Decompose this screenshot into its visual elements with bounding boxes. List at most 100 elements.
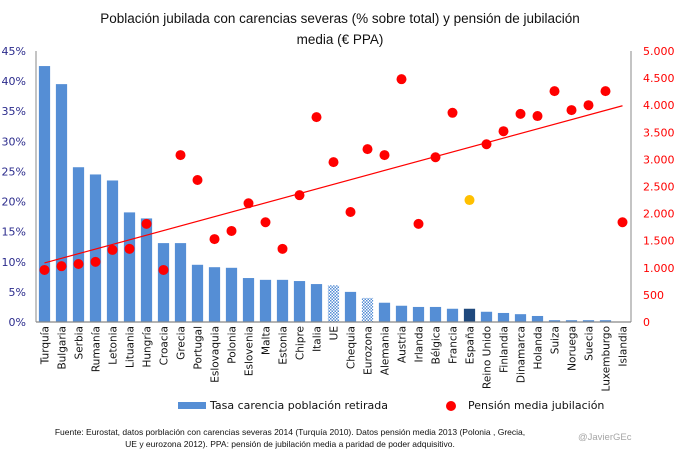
pension-dot-islandia <box>617 217 628 228</box>
legend-item-dots: Pensión media jubilación <box>446 399 604 412</box>
left-tick-label: 10% <box>2 256 26 269</box>
bar-bélgica <box>429 306 442 322</box>
pension-dot-lituania <box>124 243 135 254</box>
category-label: Italia <box>312 326 324 352</box>
pension-dot-turquía <box>39 264 50 275</box>
legend-bar-swatch <box>178 402 206 409</box>
category-label: Lituania <box>125 326 137 368</box>
chart-title: Población jubilada con carencias severas… <box>60 8 620 50</box>
left-tick-label: 20% <box>2 196 26 209</box>
category-label: Portugal <box>193 326 205 370</box>
pension-dot-estonia <box>277 243 288 254</box>
right-tick-label: 500 <box>643 289 664 302</box>
right-tick-label: 1.500 <box>643 235 675 248</box>
category-label: Serbia <box>74 326 86 359</box>
pension-dot-italia <box>311 112 322 123</box>
bar-ue <box>327 285 340 322</box>
category-label: Bélgica <box>431 326 443 364</box>
bar-holanda <box>531 315 544 322</box>
category-label: Croacia <box>159 326 171 365</box>
category-label: Eurozona <box>363 326 375 375</box>
pension-dot-letonia <box>107 244 118 255</box>
legend-item-bars: Tasa carencia población retirada <box>178 399 388 412</box>
pension-dot-luxemburgo <box>600 86 611 97</box>
pension-dot-eslovaquia <box>209 234 220 245</box>
category-label: Bulgaria <box>57 326 69 370</box>
category-label: Polonia <box>227 326 239 364</box>
bar-malta <box>259 279 272 322</box>
pension-dot-serbia <box>73 259 84 270</box>
pension-dot-hungría <box>141 218 152 229</box>
left-tick-label: 15% <box>2 226 26 239</box>
right-tick-label: 4.000 <box>643 99 675 112</box>
author-credit: @JavierGEc <box>578 432 632 443</box>
right-tick-label: 5.000 <box>643 45 675 58</box>
bar-estonia <box>276 279 289 322</box>
bar-alemania <box>378 302 391 322</box>
bar-dinamarca <box>514 314 527 322</box>
category-label: Irlanda <box>414 326 426 363</box>
bar-chequia <box>344 291 357 322</box>
pension-dot-rumanía <box>90 256 101 267</box>
pension-dot-bélgica <box>430 152 441 163</box>
bar-irlanda <box>412 306 425 322</box>
category-label: Dinamarca <box>516 326 528 383</box>
category-label: Eslovaquia <box>210 326 222 383</box>
pension-dot-alemania <box>379 150 390 161</box>
legend: Tasa carencia población retirada Pensión… <box>0 399 680 419</box>
bar-polonia <box>225 267 238 322</box>
category-label: Estonia <box>278 326 290 365</box>
pension-dot-bulgaria <box>56 261 67 272</box>
pension-dot-polonia <box>226 225 237 236</box>
category-label: Francia <box>448 326 460 364</box>
footnote-line-2: UE y eurozona 2012). PPA: pensión de jub… <box>125 439 455 449</box>
bar-bulgaria <box>55 84 68 322</box>
bar-lituania <box>123 212 136 322</box>
pension-dot-irlanda <box>413 218 424 229</box>
category-label: Luxemburgo <box>601 326 613 391</box>
legend-bar-label: Tasa carencia población retirada <box>210 399 388 412</box>
left-tick-label: 40% <box>2 75 26 88</box>
pension-dot-chipre <box>294 190 305 201</box>
pension-dot-austria <box>396 74 407 85</box>
bar-eurozona <box>361 297 374 322</box>
pension-dot-ue <box>328 157 339 168</box>
bar-españa <box>463 308 476 322</box>
bar-eslovenia <box>242 278 255 322</box>
chart-title-line-1: Población jubilada con carencias severas… <box>100 11 580 26</box>
pension-dot-eurozona <box>362 144 373 155</box>
chart-plot: 0% 5% 10% 15% 20% 25% 30% 35% 40% 45% 0 500 1.000 1.5… <box>2 45 675 391</box>
right-tick-label: 0 <box>643 316 650 329</box>
pension-dot-dinamarca <box>515 108 526 119</box>
right-tick-label: 4.500 <box>643 72 675 85</box>
bar-rumanía <box>89 174 102 322</box>
bar-francia <box>446 308 459 322</box>
bar-reino-unido <box>480 311 493 322</box>
pension-dot-suiza <box>549 86 560 97</box>
pension-dot-suecia <box>583 100 594 111</box>
legend-dot-label: Pensión media jubilación <box>468 399 605 412</box>
bar-turquía <box>38 66 51 322</box>
bar-finlandia <box>497 312 510 322</box>
bar-suecia <box>582 320 595 322</box>
right-tick-label: 3.500 <box>643 126 675 139</box>
category-label: Chipre <box>295 326 307 360</box>
category-label: Suecia <box>584 326 596 361</box>
trendline <box>44 105 623 264</box>
bar-grecia <box>174 243 187 322</box>
category-label: Hungría <box>142 326 154 368</box>
category-label: Suiza <box>550 326 562 354</box>
source-footnote: Fuente: Eurostat, datos porblación con c… <box>10 426 570 450</box>
left-tick-label: 35% <box>2 105 26 118</box>
left-tick-label: 30% <box>2 135 26 148</box>
bar-portugal <box>191 264 204 322</box>
bar-austria <box>395 305 408 322</box>
bar-croacia <box>157 243 170 322</box>
category-label: Chequia <box>346 326 358 369</box>
pension-dot-croacia <box>158 264 169 275</box>
pension-dot-noruega <box>566 105 577 116</box>
category-label: Turquía <box>40 326 52 365</box>
category-label: Noruega <box>567 326 579 371</box>
legend-dot-swatch <box>446 400 456 411</box>
bar-eslovaquia <box>208 267 221 322</box>
